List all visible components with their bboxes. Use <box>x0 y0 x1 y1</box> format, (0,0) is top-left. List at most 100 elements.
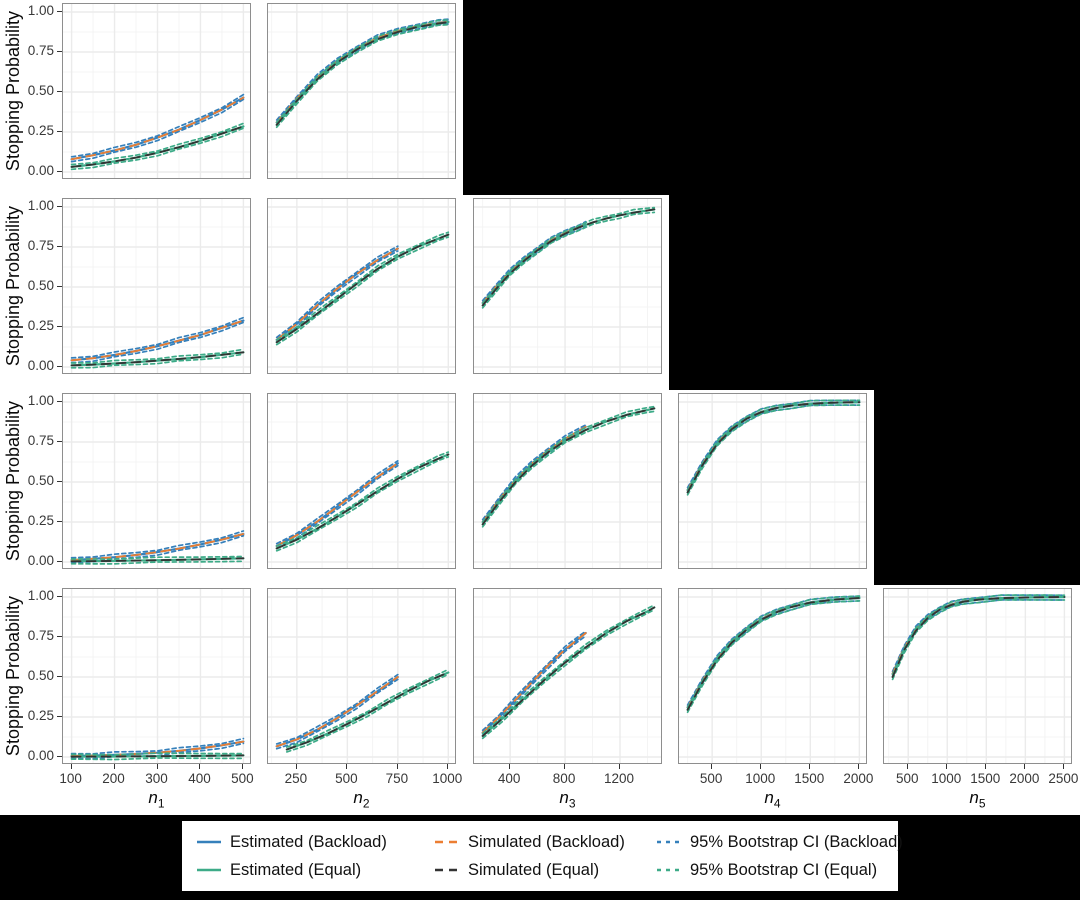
y-axis-tick <box>57 366 62 367</box>
x-axis-title: n5 <box>883 787 1072 810</box>
x-axis-tick <box>985 764 987 769</box>
y-tick-label: 1.00 <box>27 393 54 408</box>
x-axis-tick <box>156 764 158 769</box>
y-tick-label: 0.00 <box>27 748 54 763</box>
x-tick-label: 500 <box>335 771 358 786</box>
x-tick-label: 100 <box>59 771 82 786</box>
y-tick-label: 0.75 <box>27 433 54 448</box>
x-tick-label: 250 <box>284 771 308 786</box>
y-axis-tick <box>57 716 62 717</box>
y-axis-tick <box>57 521 62 522</box>
panel-r2c1 <box>62 198 251 374</box>
y-tick-label: 0.50 <box>27 83 54 98</box>
x-axis-title: n3 <box>473 787 662 811</box>
x-axis-tick <box>242 764 244 769</box>
y-axis-tick <box>57 561 62 562</box>
x-tick-label: 2000 <box>1009 771 1040 786</box>
panel-r1c2 <box>267 3 456 179</box>
x-axis-tick <box>858 764 860 769</box>
x-tick-label: 1000 <box>745 771 776 786</box>
panel-r3c3 <box>473 393 662 569</box>
x-axis-tick <box>711 764 713 769</box>
x-tick-label: 300 <box>145 771 168 786</box>
y-axis-tick <box>57 246 62 247</box>
y-axis-tick <box>57 756 62 757</box>
x-axis-title-base: n <box>764 788 774 807</box>
x-tick-label: 1500 <box>970 771 1001 786</box>
legend-entry: Estimated (Backload) <box>196 828 434 856</box>
x-axis-tick <box>346 764 348 769</box>
x-axis-tick <box>509 764 511 769</box>
panel-r4c2 <box>267 588 456 764</box>
y-axis-tick <box>57 286 62 287</box>
y-tick-label: 0.25 <box>27 708 54 723</box>
legend-key-line-icon <box>435 840 459 844</box>
x-axis-tick <box>113 764 115 769</box>
x-axis-tick <box>70 764 72 769</box>
x-tick-label: 1000 <box>931 771 962 786</box>
y-axis-tick <box>57 51 62 52</box>
panel-r2c3 <box>473 198 662 374</box>
legend-entry-label: Estimated (Backload) <box>230 832 387 851</box>
x-axis-tick <box>1063 764 1065 769</box>
legend-entry-label: 95% Bootstrap CI (Equal) <box>690 860 878 879</box>
panel-r1c1 <box>62 3 251 179</box>
y-tick-label: 0.50 <box>27 473 54 488</box>
x-axis-title: n4 <box>678 787 867 811</box>
x-axis-title-subscript: 3 <box>568 796 576 811</box>
y-tick-label: 0.75 <box>27 43 54 58</box>
legend-entry-label: Simulated (Equal) <box>468 860 600 879</box>
x-axis-title-base: n <box>559 788 569 807</box>
x-tick-label: 2500 <box>1048 771 1079 786</box>
legend-key-line-icon <box>197 840 221 844</box>
x-tick-label: 800 <box>552 771 576 786</box>
y-tick-label: 1.00 <box>27 198 54 213</box>
x-axis-title: n2 <box>267 787 456 810</box>
x-tick-label: 200 <box>102 771 125 786</box>
panel-r4c5 <box>883 588 1072 764</box>
x-axis-tick <box>946 764 948 769</box>
x-tick-label: 2000 <box>843 771 874 786</box>
legend-key-line-icon <box>197 868 221 872</box>
x-axis-tick <box>809 764 811 769</box>
legend-entry: Simulated (Backload) <box>434 828 656 856</box>
x-tick-label: 750 <box>385 771 409 786</box>
y-tick-label: 1.00 <box>27 3 54 18</box>
y-tick-label: 0.00 <box>27 163 54 178</box>
x-tick-label: 500 <box>895 771 919 786</box>
legend-entry-label: 95% Bootstrap CI (Backload) <box>690 832 903 851</box>
panel-r3c1 <box>62 393 251 569</box>
y-axis-tick <box>57 206 62 207</box>
y-tick-label: 0.50 <box>27 278 54 293</box>
legend-entry: 95% Bootstrap CI (Backload) <box>656 828 912 856</box>
x-tick-label: 1500 <box>794 771 825 786</box>
panel-r3c2 <box>267 393 456 569</box>
legend-key-line-icon <box>657 840 681 844</box>
x-axis-tick <box>760 764 762 769</box>
y-axis-tick <box>57 326 62 327</box>
x-axis-title-base: n <box>969 788 979 807</box>
y-tick-label: 0.75 <box>27 238 54 253</box>
legend-key-line-icon <box>657 868 681 872</box>
y-tick-label: 0.00 <box>27 358 54 373</box>
x-tick-label: 500 <box>699 771 723 786</box>
x-tick-label: 400 <box>497 771 521 786</box>
x-axis-tick <box>396 764 398 769</box>
y-tick-label: 0.75 <box>27 628 54 643</box>
y-tick-label: 0.50 <box>27 668 54 683</box>
x-axis-title: n1 <box>62 787 251 811</box>
y-tick-label: 0.00 <box>27 553 54 568</box>
x-axis-tick <box>295 764 297 769</box>
legend-entry: Simulated (Equal) <box>434 856 656 884</box>
x-axis-tick <box>199 764 201 769</box>
x-tick-label: 500 <box>231 771 254 786</box>
y-tick-label: 0.25 <box>27 513 54 528</box>
x-axis-title-subscript: 4 <box>773 796 781 811</box>
x-axis-tick <box>447 764 449 769</box>
y-axis-tick <box>57 131 62 132</box>
x-axis-title-subscript: 1 <box>157 796 165 811</box>
y-tick-label: 0.25 <box>27 318 54 333</box>
y-axis-tick <box>57 441 62 442</box>
y-axis-tick <box>57 481 62 482</box>
x-axis-title-base: n <box>353 788 363 807</box>
